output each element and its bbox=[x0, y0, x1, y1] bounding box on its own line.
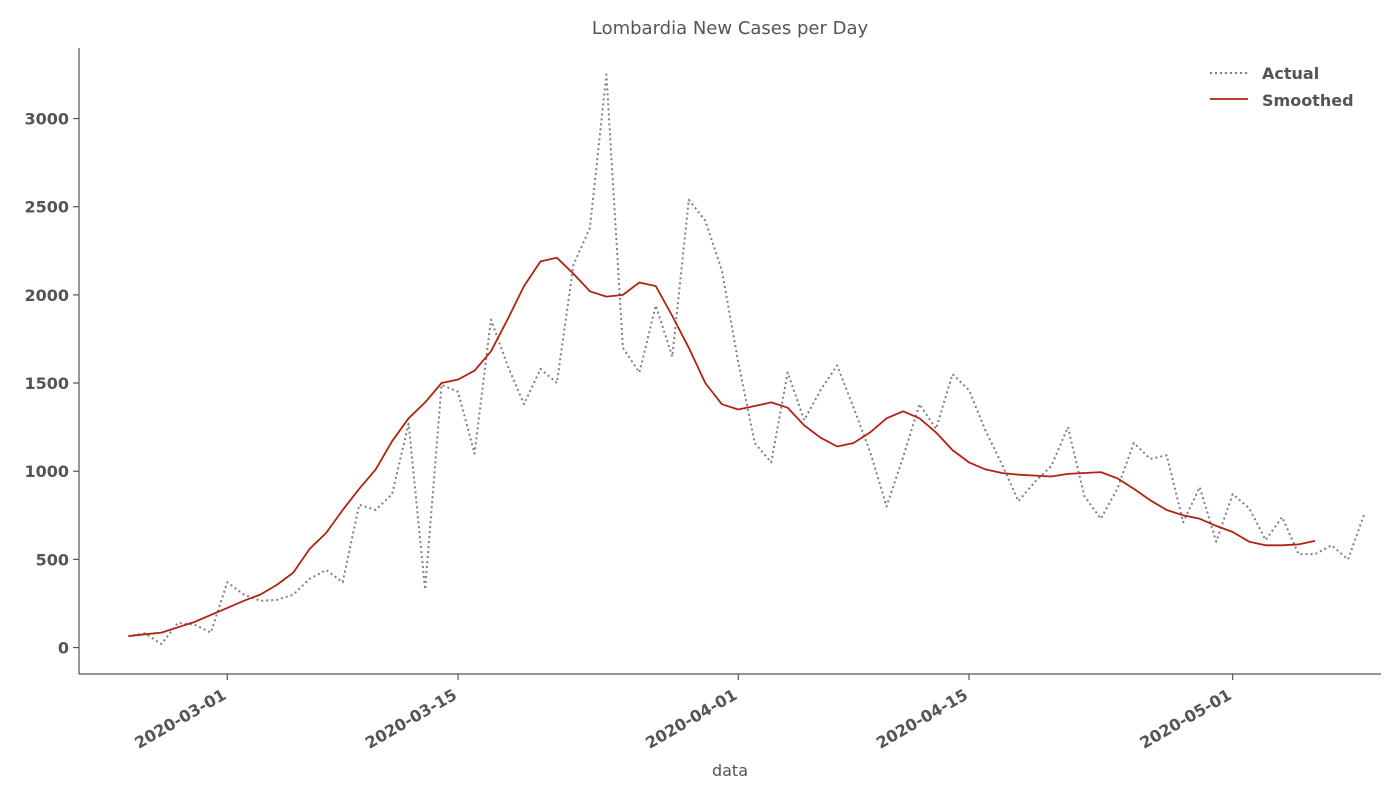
y-tick-label: 3000 bbox=[24, 110, 69, 129]
y-tick-label: 500 bbox=[36, 550, 69, 569]
x-tick-label: 2020-04-15 bbox=[873, 685, 971, 753]
x-tick-label: 2020-03-15 bbox=[362, 685, 460, 753]
y-tick-label: 1000 bbox=[24, 462, 69, 481]
y-axis-ticks: 0 500 1000 1500 2000 2500 3000 bbox=[24, 110, 79, 658]
x-tick-label: 2020-03-01 bbox=[131, 685, 229, 753]
x-axis-ticks: 2020-03-01 2020-03-15 2020-04-01 2020-04-15… bbox=[131, 674, 1235, 753]
y-tick-label: 2000 bbox=[24, 286, 69, 305]
y-tick-label: 0 bbox=[58, 639, 69, 658]
y-tick-label: 2500 bbox=[24, 198, 69, 217]
series-layer bbox=[128, 73, 1366, 645]
legend-label-actual: Actual bbox=[1262, 64, 1319, 83]
x-tick-label: 2020-05-01 bbox=[1137, 685, 1235, 753]
series-line-actual bbox=[128, 73, 1366, 645]
series-line-smoothed bbox=[128, 256, 1316, 637]
legend-label-smoothed: Smoothed bbox=[1262, 91, 1354, 110]
chart-title: Lombardia New Cases per Day bbox=[592, 18, 869, 39]
legend: Actual Smoothed bbox=[1210, 64, 1354, 110]
x-axis-label: data bbox=[712, 761, 748, 780]
x-tick-label: 2020-04-01 bbox=[642, 685, 740, 753]
y-tick-label: 1500 bbox=[24, 374, 69, 393]
